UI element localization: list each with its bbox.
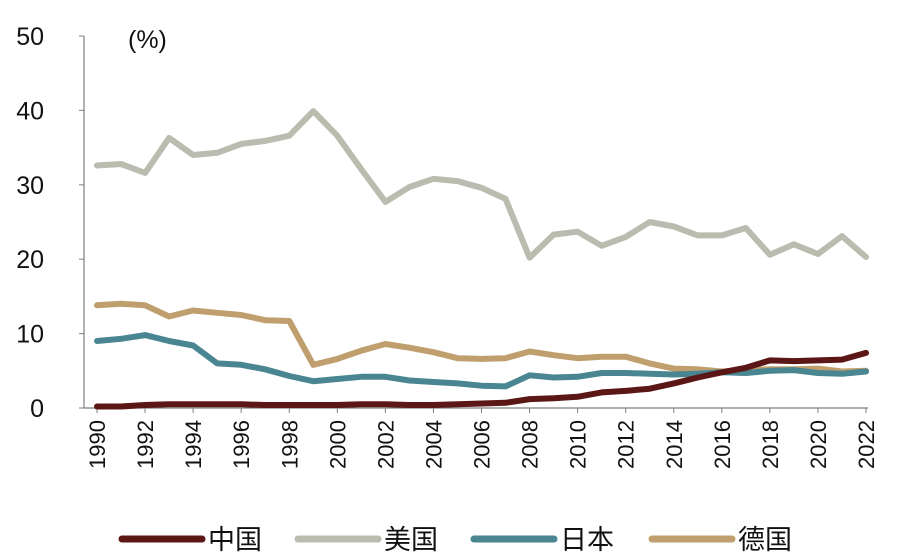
x-tick-label: 1992	[133, 420, 158, 469]
y-tick-labels: 0 10 20 30 40 50	[16, 23, 44, 423]
x-tick-label: 2008	[518, 420, 543, 469]
x-tick-labels: 1990 1992 1994 1996 1998 2000 2002 2004 2006 2008…	[85, 420, 879, 469]
series-lines	[94, 108, 869, 410]
series-line-2	[94, 332, 869, 390]
x-tick-label: 2022	[854, 420, 879, 469]
legend-label: 日本	[560, 525, 614, 555]
x-tick-label: 2000	[325, 420, 350, 469]
x-tick-label: 1990	[85, 420, 110, 469]
x-tick-label: 2020	[806, 420, 831, 469]
x-tick-label: 1996	[229, 420, 254, 469]
legend-label: 美国	[384, 525, 438, 555]
y-tick-label: 30	[16, 172, 44, 200]
legend: 中国 美国 日本 德国	[118, 525, 792, 555]
y-tick-label: 50	[16, 23, 44, 51]
y-tick-label: 40	[16, 97, 44, 125]
legend-label: 中国	[208, 525, 262, 555]
x-tick-label: 2006	[470, 420, 495, 469]
axes	[79, 35, 868, 413]
series-line-1	[94, 108, 869, 261]
y-tick-label: 0	[30, 395, 44, 423]
x-tick-label: 2004	[421, 420, 446, 469]
x-tick-label: 2016	[710, 420, 735, 469]
unit-label: (%)	[128, 26, 167, 54]
x-tick-label: 1998	[277, 420, 302, 469]
x-tick-label: 2014	[662, 420, 687, 469]
legend-label: 德国	[738, 525, 792, 555]
x-tick-label: 2018	[758, 420, 783, 469]
x-tick-label: 2002	[373, 420, 398, 469]
x-tick-label: 2010	[566, 420, 591, 469]
y-tick-label: 20	[16, 246, 44, 274]
x-tick-label: 1994	[181, 420, 206, 469]
x-tick-label: 2012	[614, 420, 639, 469]
y-tick-label: 10	[16, 321, 44, 349]
series-line-0	[94, 349, 869, 410]
